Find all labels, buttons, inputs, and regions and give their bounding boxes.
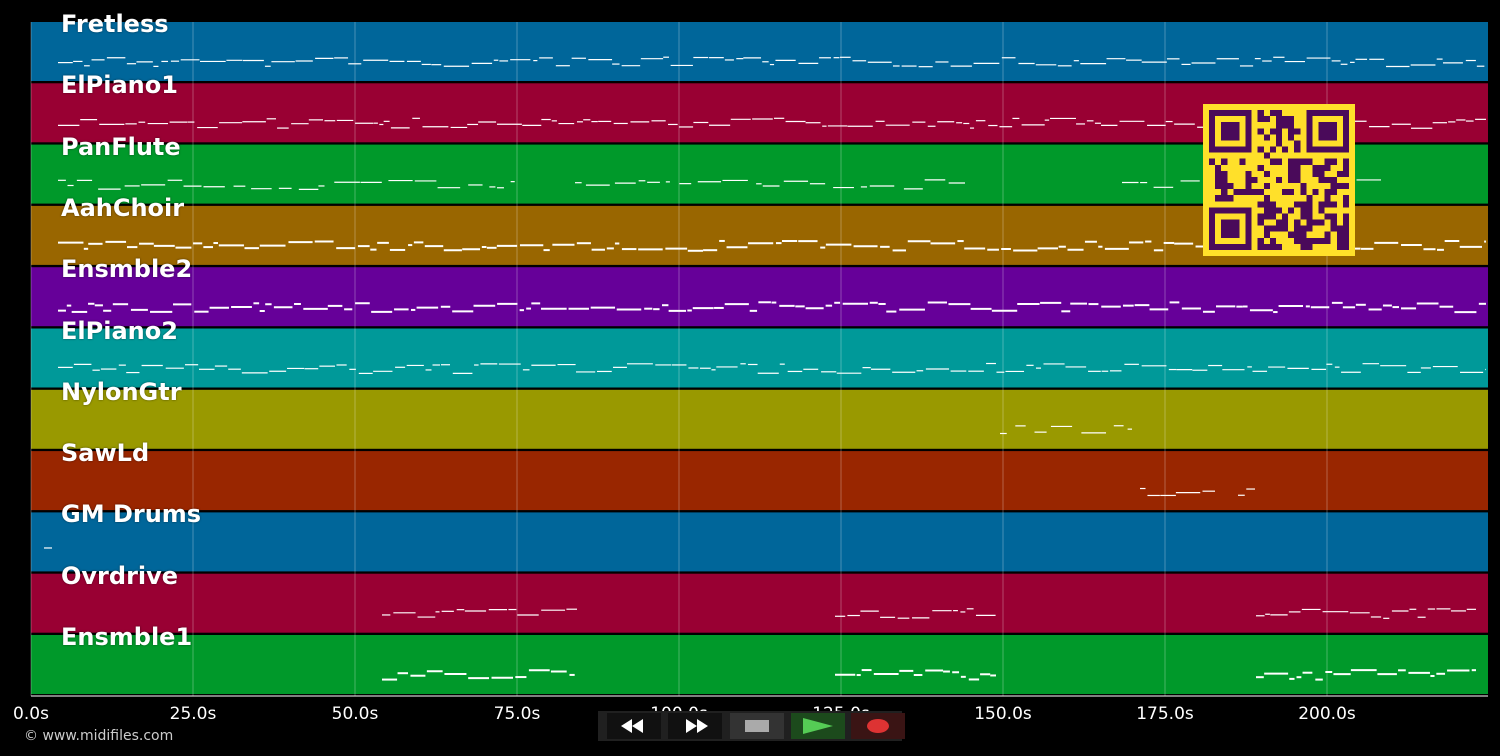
note-strokes	[1140, 487, 1255, 497]
track-label: ElPiano2	[61, 316, 178, 345]
track-label: GM Drums	[61, 500, 202, 529]
copyright-text: © www.midifiles.com	[24, 728, 174, 744]
note-strokes	[382, 608, 1476, 619]
track-lane[interactable]	[31, 389, 1488, 449]
track-label: Ensmble1	[61, 623, 193, 651]
time-tick-label: 75.0s	[493, 704, 541, 724]
qr-code-icon	[1203, 104, 1355, 256]
note-strokes	[1000, 425, 1132, 435]
note-strokes	[58, 239, 1486, 252]
track-lane[interactable]	[31, 512, 1488, 572]
stop-icon	[745, 720, 769, 732]
play-icon	[803, 718, 833, 734]
record-button[interactable]	[851, 713, 905, 739]
track-label: NylonGtr	[61, 377, 182, 406]
fast-forward-icon	[686, 719, 708, 733]
play-button[interactable]	[791, 713, 845, 739]
note-strokes	[58, 179, 1382, 190]
note-strokes	[58, 301, 1486, 314]
fast-forward-button[interactable]	[668, 713, 722, 739]
track-lane[interactable]	[31, 635, 1488, 694]
time-tick-label: 175.0s	[1136, 704, 1194, 724]
track-label: PanFlute	[61, 132, 181, 161]
time-tick-label: 50.0s	[331, 704, 379, 724]
track-label: ElPiano1	[61, 71, 178, 100]
track-lane[interactable]	[31, 451, 1488, 511]
stop-button[interactable]	[730, 713, 784, 739]
record-icon	[867, 719, 889, 733]
rewind-button[interactable]	[607, 713, 661, 739]
time-tick-label: 150.0s	[974, 704, 1032, 724]
time-tick-label: 25.0s	[169, 704, 217, 724]
track-label: Fretless	[61, 10, 169, 38]
track-lane[interactable]	[31, 267, 1488, 327]
track-label: AahChoir	[61, 193, 185, 222]
track-label: Ensmble2	[61, 255, 193, 284]
track-label: Ovrdrive	[61, 561, 179, 590]
track-lane[interactable]	[31, 22, 1488, 81]
time-tick-label: 200.0s	[1298, 704, 1356, 724]
track-lane[interactable]	[31, 328, 1488, 388]
rewind-icon	[621, 719, 643, 733]
time-tick-label: 0.0s	[13, 704, 49, 724]
track-label: SawLd	[61, 439, 150, 468]
note-strokes	[58, 56, 1485, 68]
track-lane[interactable]	[31, 573, 1488, 633]
note-strokes	[58, 362, 1486, 374]
note-strokes	[382, 669, 1476, 681]
